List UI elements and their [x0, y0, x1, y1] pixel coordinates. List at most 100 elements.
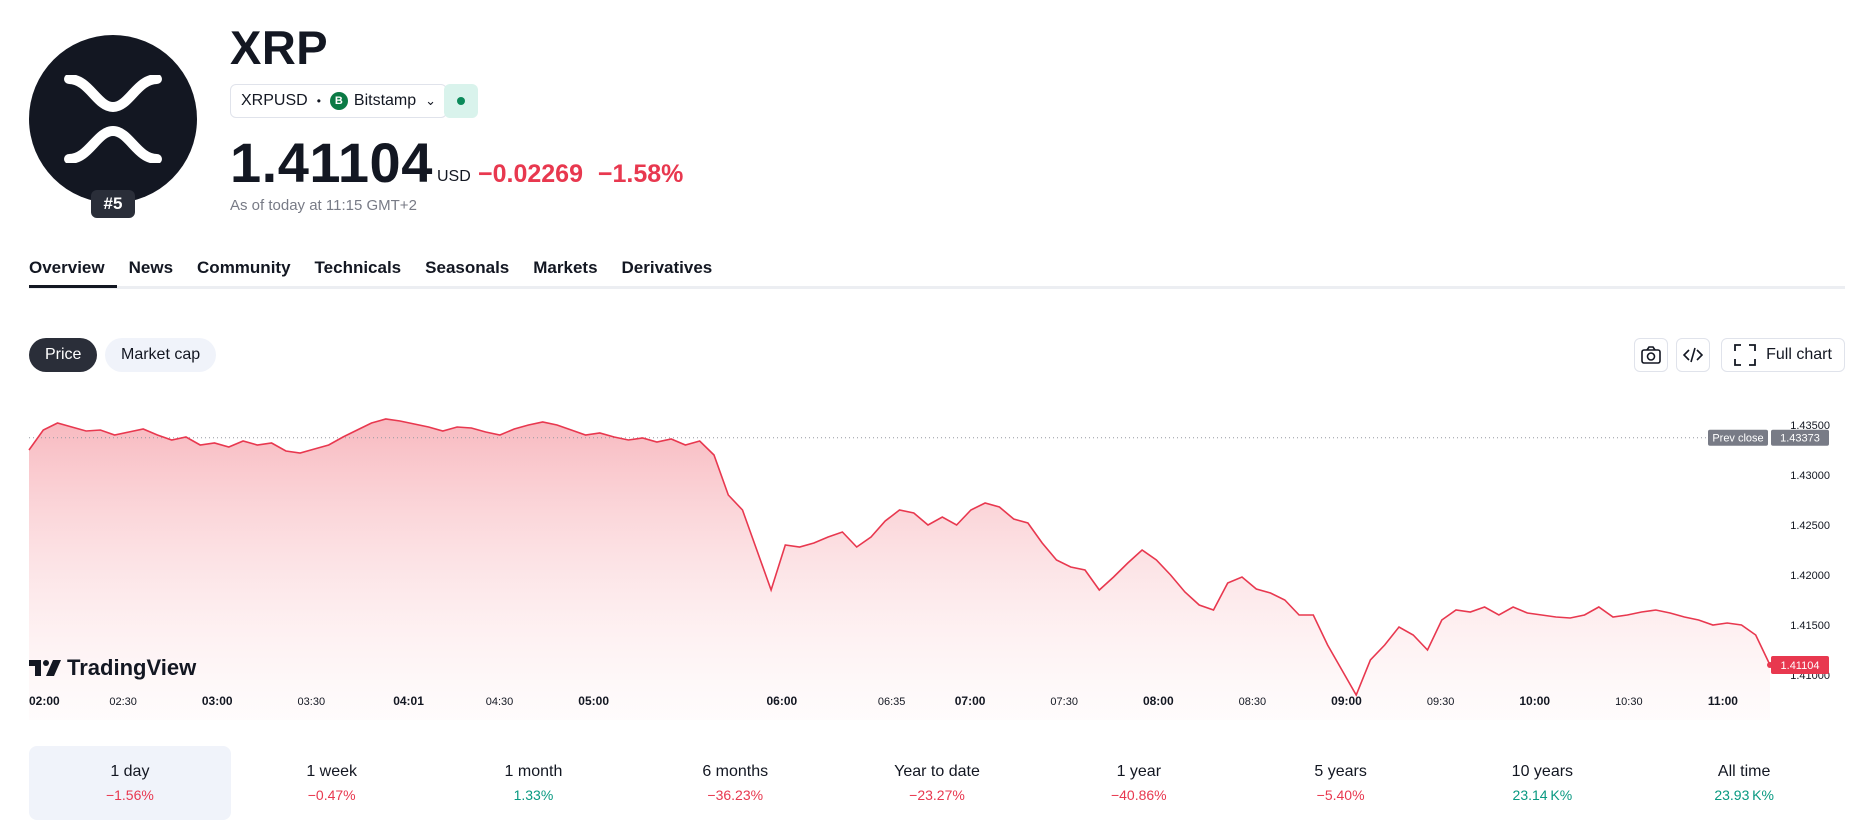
price-currency: USD [437, 168, 471, 185]
x-tick-label: 09:00 [1331, 694, 1362, 708]
price-toggle-button[interactable]: Price [29, 338, 98, 372]
period-label: 6 months [702, 763, 769, 780]
period-label: 5 years [1314, 763, 1367, 780]
period-change: 23.14 K% [1512, 787, 1573, 803]
prev-close-tag-label: Prev close [1712, 433, 1763, 445]
period-year-to-date[interactable]: Year to date −23.27% [836, 746, 1038, 820]
prev-close-value-bg [1771, 429, 1829, 446]
embed-button[interactable] [1676, 338, 1710, 372]
period-1-month[interactable]: 1 month 1.33% [433, 746, 635, 820]
period-10-years[interactable]: 10 years 23.14 K% [1441, 746, 1643, 820]
full-chart-label: Full chart [1766, 346, 1832, 363]
as-of-timestamp: As of today at 11:15 GMT+2 [230, 197, 417, 214]
x-tick-label: 02:00 [29, 694, 60, 708]
snapshot-button[interactable] [1634, 338, 1668, 372]
x-tick-label: 08:30 [1239, 696, 1267, 708]
period-selector: 1 day −1.56% 1 week −0.47% 1 month 1.33% 6 mon… [29, 746, 1845, 820]
period-1-year[interactable]: 1 year −40.86% [1038, 746, 1240, 820]
chevron-down-icon: ⌄ [425, 93, 437, 108]
fullscreen-icon [1734, 344, 1756, 366]
period-label: 10 years [1511, 763, 1574, 780]
period-label: 1 year [1116, 763, 1162, 780]
market-status-indicator[interactable] [444, 84, 478, 118]
tradingview-icon [29, 660, 61, 676]
tabs-divider [29, 286, 1845, 289]
price-area-fill [29, 419, 1770, 720]
x-tick-label: 06:00 [767, 694, 798, 708]
x-tick-label: 10:00 [1519, 694, 1550, 708]
period-label: 1 day [110, 763, 150, 780]
tab-derivatives[interactable]: Derivatives [621, 258, 713, 277]
period-label: 1 month [504, 763, 563, 780]
period-change: −5.40% [1316, 787, 1365, 803]
period-all-time[interactable]: All time 23.93 K% [1643, 746, 1845, 820]
period-change: 23.93 K% [1714, 787, 1774, 803]
tab-news[interactable]: News [128, 258, 174, 277]
tradingview-logo: TradingView [29, 655, 196, 681]
period-change: −40.86% [1110, 787, 1167, 803]
y-tick-label: 1.42500 [1790, 520, 1830, 532]
period-1-day[interactable]: 1 day −1.56% [29, 746, 231, 820]
current-price: 1.41104 [230, 131, 433, 194]
period-change: −1.56% [105, 787, 154, 803]
x-tick-label: 03:00 [202, 694, 233, 708]
tab-seasonals[interactable]: Seasonals [425, 258, 510, 277]
period-label: 1 week [306, 763, 358, 780]
period-change: −0.47% [307, 787, 356, 803]
last-price-tag: 1.41104 [1781, 660, 1820, 672]
code-embed-icon [1683, 347, 1703, 363]
period-label: Year to date [894, 763, 980, 780]
tab-technicals[interactable]: Technicals [314, 258, 402, 277]
x-tick-label: 10:30 [1615, 696, 1643, 708]
period-change: 1.33% [513, 787, 554, 803]
price-chart-svg[interactable]: 1.435001.430001.425001.420001.415001.410… [0, 380, 1871, 720]
x-tick-label: 09:30 [1427, 696, 1455, 708]
y-tick-label: 1.43000 [1790, 470, 1830, 482]
x-tick-label: 07:00 [955, 694, 986, 708]
page-title: XRP [230, 21, 329, 74]
price-change: −0.02269 −1.58% [478, 160, 683, 189]
camera-icon [1641, 346, 1661, 364]
market-cap-toggle-button[interactable]: Market cap [105, 338, 217, 372]
period-change: −23.27% [909, 787, 965, 803]
y-tick-label: 1.43500 [1790, 420, 1830, 432]
last-price-tag-bg [1771, 656, 1829, 674]
period-6-months[interactable]: 6 months −36.23% [634, 746, 836, 820]
symbol-exchange-selector[interactable]: XRPUSD • B Bitstamp ⌄ [230, 84, 448, 118]
exchange-icon: B [329, 92, 348, 110]
x-tick-label: 02:30 [109, 696, 137, 708]
exchange-label: Bitstamp [353, 92, 417, 109]
prev-close-value: 1.43373 [1780, 433, 1820, 445]
period-1-week[interactable]: 1 week −0.47% [231, 746, 433, 820]
separator-dot: • [316, 94, 321, 108]
price-chart[interactable]: 1.43500 1.43000 1.42500 1.42000 1.41500 1.410… [0, 380, 1871, 720]
change-percent: −1.58% [597, 160, 684, 188]
tab-bar: Overview News Community Technicals Seaso… [29, 258, 724, 288]
tab-overview[interactable]: Overview [29, 258, 117, 288]
x-tick-label: 04:30 [486, 696, 514, 708]
tradingview-label: TradingView [67, 655, 197, 680]
xrp-logo-icon [64, 75, 162, 163]
x-tick-label: 03:30 [298, 696, 326, 708]
prev-close-tag-bg [1708, 429, 1768, 446]
price-series-line [28, 418, 1771, 697]
x-tick-label: 11:00 [1708, 694, 1738, 708]
x-tick-label: 08:00 [1143, 694, 1174, 708]
y-tick-label: 1.41500 [1790, 620, 1830, 632]
x-tick-label: 04:01 [393, 694, 424, 708]
x-tick-label: 06:35 [878, 696, 906, 708]
full-chart-button[interactable]: Full chart [1721, 338, 1845, 372]
symbol-label: XRPUSD [241, 92, 308, 109]
change-value: −0.02269 [478, 160, 583, 188]
tab-markets[interactable]: Markets [533, 258, 598, 277]
period-change: −36.23% [707, 787, 764, 803]
period-5-years[interactable]: 5 years −5.40% [1240, 746, 1442, 820]
xrp-logo [29, 35, 197, 203]
rank-badge: #5 [91, 190, 135, 218]
tab-community[interactable]: Community [197, 258, 291, 277]
x-tick-label: 07:30 [1050, 696, 1078, 708]
market-open-dot-icon [457, 97, 465, 105]
x-tick-label: 05:00 [578, 694, 609, 708]
period-label: All time [1717, 763, 1771, 780]
y-tick-label: 1.42000 [1790, 570, 1830, 582]
